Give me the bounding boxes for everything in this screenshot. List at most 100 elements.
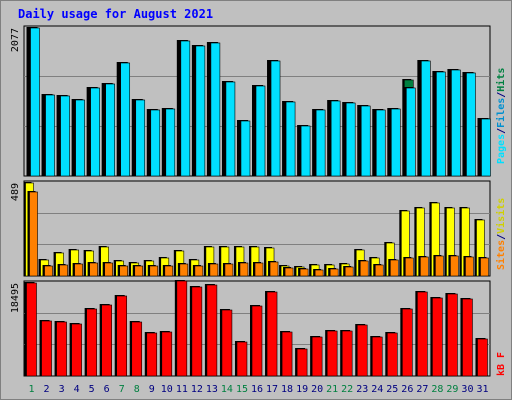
bar-pages-day-27 bbox=[421, 60, 431, 177]
legend-bottom: kB F bbox=[496, 352, 507, 376]
bar-sites-day-13 bbox=[209, 263, 219, 277]
legend-middle-part-2: / bbox=[496, 234, 507, 240]
x-tick-label-19: 19 bbox=[296, 384, 308, 395]
bar-sites-day-4 bbox=[74, 263, 83, 277]
legend-top-part-4: / bbox=[496, 92, 507, 98]
bar-pages-day-15 bbox=[240, 120, 251, 177]
bar-kbytes-day-16 bbox=[251, 305, 263, 377]
bar-sites-day-20 bbox=[314, 269, 324, 277]
x-tick-label-18: 18 bbox=[281, 384, 293, 395]
bar-sites-day-23 bbox=[359, 260, 369, 277]
x-tick-label-4: 4 bbox=[74, 384, 80, 395]
x-tick-label-16: 16 bbox=[251, 384, 263, 395]
bar-kbytes-day-11 bbox=[176, 280, 188, 377]
x-tick-label-15: 15 bbox=[236, 384, 248, 395]
bar-kbytes-day-22 bbox=[341, 330, 353, 377]
bar-pages-day-10 bbox=[165, 108, 176, 177]
bar-kbytes-day-5 bbox=[86, 308, 97, 377]
y-max-label-2: 489 bbox=[10, 183, 21, 201]
bar-sites-day-28 bbox=[435, 255, 444, 277]
x-tick-label-5: 5 bbox=[89, 384, 95, 395]
bar-kbytes-day-9 bbox=[146, 332, 158, 377]
bar-sites-day-5 bbox=[89, 262, 98, 277]
bar-sites-day-2 bbox=[44, 265, 53, 277]
bar-pages-day-6 bbox=[105, 83, 115, 177]
bar-kbytes-day-18 bbox=[281, 331, 293, 377]
bar-pages-day-14 bbox=[225, 81, 236, 177]
x-tick-label-13: 13 bbox=[206, 384, 218, 395]
bar-kbytes-day-15 bbox=[236, 341, 248, 377]
x-tick-label-1: 1 bbox=[29, 384, 35, 395]
bar-kbytes-day-23 bbox=[356, 324, 368, 377]
bar-pages-day-7 bbox=[120, 62, 131, 177]
bar-kbytes-day-17 bbox=[266, 291, 278, 377]
legend-middle: Sites/Visits bbox=[495, 198, 507, 270]
bar-sites-day-30 bbox=[465, 256, 474, 277]
bar-sites-day-18 bbox=[284, 267, 294, 277]
bar-pages-day-11 bbox=[180, 40, 191, 177]
x-tick-label-17: 17 bbox=[266, 384, 278, 395]
bar-pages-day-9 bbox=[150, 109, 161, 177]
bar-sites-day-19 bbox=[299, 268, 309, 277]
bar-pages-day-31 bbox=[481, 118, 491, 177]
x-tick-label-20: 20 bbox=[311, 384, 323, 395]
bar-pages-day-19 bbox=[300, 125, 311, 177]
bar-pages-day-26 bbox=[406, 87, 416, 177]
bar-sites-day-29 bbox=[450, 255, 459, 277]
legend-middle-part-1: Sites bbox=[495, 240, 507, 270]
x-tick-label-27: 27 bbox=[416, 384, 428, 395]
legend-top-part-5: Hits bbox=[495, 68, 507, 92]
bar-kbytes-day-14 bbox=[221, 309, 233, 377]
x-tick-label-12: 12 bbox=[191, 384, 203, 395]
bar-kbytes-day-27 bbox=[417, 291, 428, 377]
bar-pages-day-13 bbox=[210, 42, 221, 177]
bar-kbytes-day-13 bbox=[206, 284, 218, 377]
page-title: Daily usage for August 2021 bbox=[18, 7, 214, 21]
bar-kbytes-day-29 bbox=[447, 293, 458, 377]
bar-kbytes-day-4 bbox=[71, 323, 82, 377]
x-tick-label-30: 30 bbox=[461, 384, 473, 395]
y-max-label-3: 18495 bbox=[10, 283, 21, 313]
bar-kbytes-day-12 bbox=[191, 286, 203, 377]
y-max-label-1: 2077 bbox=[10, 28, 21, 52]
bar-sites-day-14 bbox=[224, 263, 234, 277]
x-tick-label-23: 23 bbox=[356, 384, 368, 395]
x-tick-label-7: 7 bbox=[119, 384, 125, 395]
bar-pages-day-8 bbox=[135, 99, 146, 177]
legend-top-part-2: / bbox=[496, 128, 507, 134]
bar-sites-day-24 bbox=[374, 264, 384, 277]
bar-pages-day-29 bbox=[451, 69, 461, 177]
bar-kbytes-day-24 bbox=[371, 336, 383, 377]
bar-kbytes-day-26 bbox=[402, 308, 413, 377]
x-tick-label-3: 3 bbox=[59, 384, 65, 395]
bar-kbytes-day-7 bbox=[116, 295, 128, 377]
bar-pages-day-30 bbox=[466, 72, 476, 177]
x-tick-label-9: 9 bbox=[149, 384, 155, 395]
bar-pages-day-4 bbox=[75, 99, 85, 177]
legend-middle-part-3: Visits bbox=[495, 198, 507, 234]
bar-pages-day-21 bbox=[330, 100, 341, 177]
bar-pages-day-18 bbox=[285, 101, 296, 177]
x-tick-label-11: 11 bbox=[176, 384, 188, 395]
x-tick-label-22: 22 bbox=[341, 384, 353, 395]
x-tick-label-25: 25 bbox=[386, 384, 398, 395]
bar-kbytes-day-6 bbox=[101, 304, 112, 377]
bar-kbytes-day-31 bbox=[477, 338, 488, 377]
bar-sites-day-17 bbox=[269, 261, 279, 277]
bar-sites-day-3 bbox=[59, 264, 68, 277]
bar-sites-day-8 bbox=[134, 265, 144, 277]
x-tick-label-29: 29 bbox=[446, 384, 458, 395]
bar-sites-day-25 bbox=[389, 259, 399, 277]
bar-pages-day-24 bbox=[375, 109, 386, 177]
bar-sites-day-6 bbox=[104, 262, 113, 277]
bar-pages-day-17 bbox=[270, 60, 281, 177]
bar-kbytes-day-21 bbox=[326, 330, 338, 377]
bar-sites-day-1 bbox=[29, 191, 38, 277]
bar-pages-day-20 bbox=[315, 109, 326, 177]
x-tick-label-31: 31 bbox=[476, 384, 488, 395]
legend-top-part-1: Pages bbox=[496, 134, 507, 164]
bar-pages-day-22 bbox=[345, 102, 356, 177]
bar-kbytes-day-10 bbox=[161, 331, 173, 377]
bar-kbytes-day-28 bbox=[432, 297, 443, 377]
bar-sites-day-12 bbox=[194, 265, 204, 277]
